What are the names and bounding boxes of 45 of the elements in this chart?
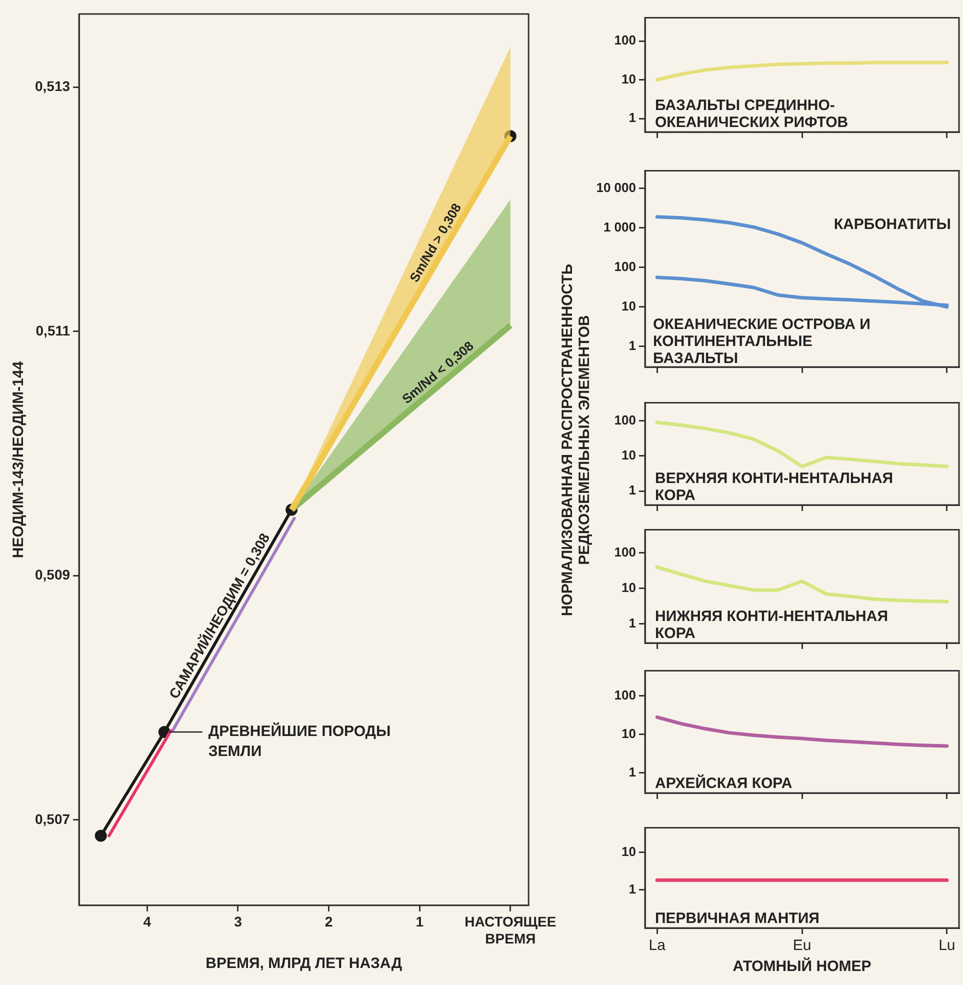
annotation: ПЕРВИЧНАЯ МАНТИЯ [655,910,820,927]
annotation: АРХЕЙСКАЯ КОРА [655,774,792,792]
y-tick-label: 100 [614,32,636,48]
annotation: ВЕРХНЯЯ КОНТИ-НЕНТАЛЬНАЯ КОРА [655,470,894,504]
y-tick-label: 0,507 [34,810,70,827]
y-tick-label: 1 [628,110,636,126]
y-tick-label: 10 [622,298,636,314]
x-tick-label: 2 [324,914,333,930]
y-tick-label: 10 [622,844,636,859]
y-tick-label: 1 [628,616,636,631]
y-tick-label: 10 [622,580,636,596]
y-tick-label: 100 [614,258,636,274]
annotation: БАЗАЛЬТЫ СРЕДИННО-ОКЕАНИЧЕСКИХ РИФТОВ [655,97,848,131]
y-tick-label: 10 000 [596,180,636,196]
y-axis-title: НОРМАЛИЗОВАННАЯ РАСПРОСТРАНЕННОСТЬ РЕДКОЗЕМЕЛЬНЫХ ЭЛЕМЕНТОВ [559,262,593,618]
y-tick-label: 1 [628,482,636,498]
y-tick-label: 1 [628,764,636,780]
x-tick-label: Eu [792,937,812,954]
x-tick-label: 1 [416,914,424,930]
y-tick-label: 10 [622,447,636,462]
annotation: НИЖНЯЯ КОНТИ-НЕНТАЛЬНАЯ КОРА [655,608,888,642]
y-axis-title: НЕОДИМ-143/НЕОДИМ-144 [10,360,28,558]
x-axis-title: АТОМНЫЙ НОМЕР [732,957,872,976]
point [94,830,107,842]
y-tick-label: 100 [614,412,636,428]
y-tick-label: 0,509 [34,566,70,583]
x-axis-title: ВРЕМЯ, МЛРД ЛЕТ НАЗАД [206,955,402,972]
x-tick-label: Lu [938,937,956,954]
y-tick-label: 1 000 [603,220,636,235]
y-tick-label: 10 [622,726,636,741]
y-tick-label: 0,513 [34,78,70,94]
y-tick-label: 100 [614,544,636,560]
y-tick-label: 100 [614,688,636,703]
annotation: ДРЕВНЕЙШИЕ ПОРОДЫ ЗЕМЛИ [208,722,391,760]
y-tick-label: 1 [628,338,636,353]
y-tick-label: 1 [628,881,636,896]
x-tick-label: 3 [234,914,242,930]
y-tick-label: 10 [622,71,636,86]
series-label: КАРБОНАТИТЫ [834,216,951,233]
x-tick-label: НАСТОЯЩЕЕ ВРЕМЯ [464,914,556,946]
series-label: ОКЕАНИЧЕСКИЕ ОСТРОВА И КОНТИНЕНТАЛЬНЫЕ БАЗАЛЬТЫ [653,316,870,367]
x-tick-label: La [648,937,666,954]
y-tick-label: 0,511 [36,322,70,338]
point [158,726,170,738]
x-tick-label: 4 [143,914,152,930]
